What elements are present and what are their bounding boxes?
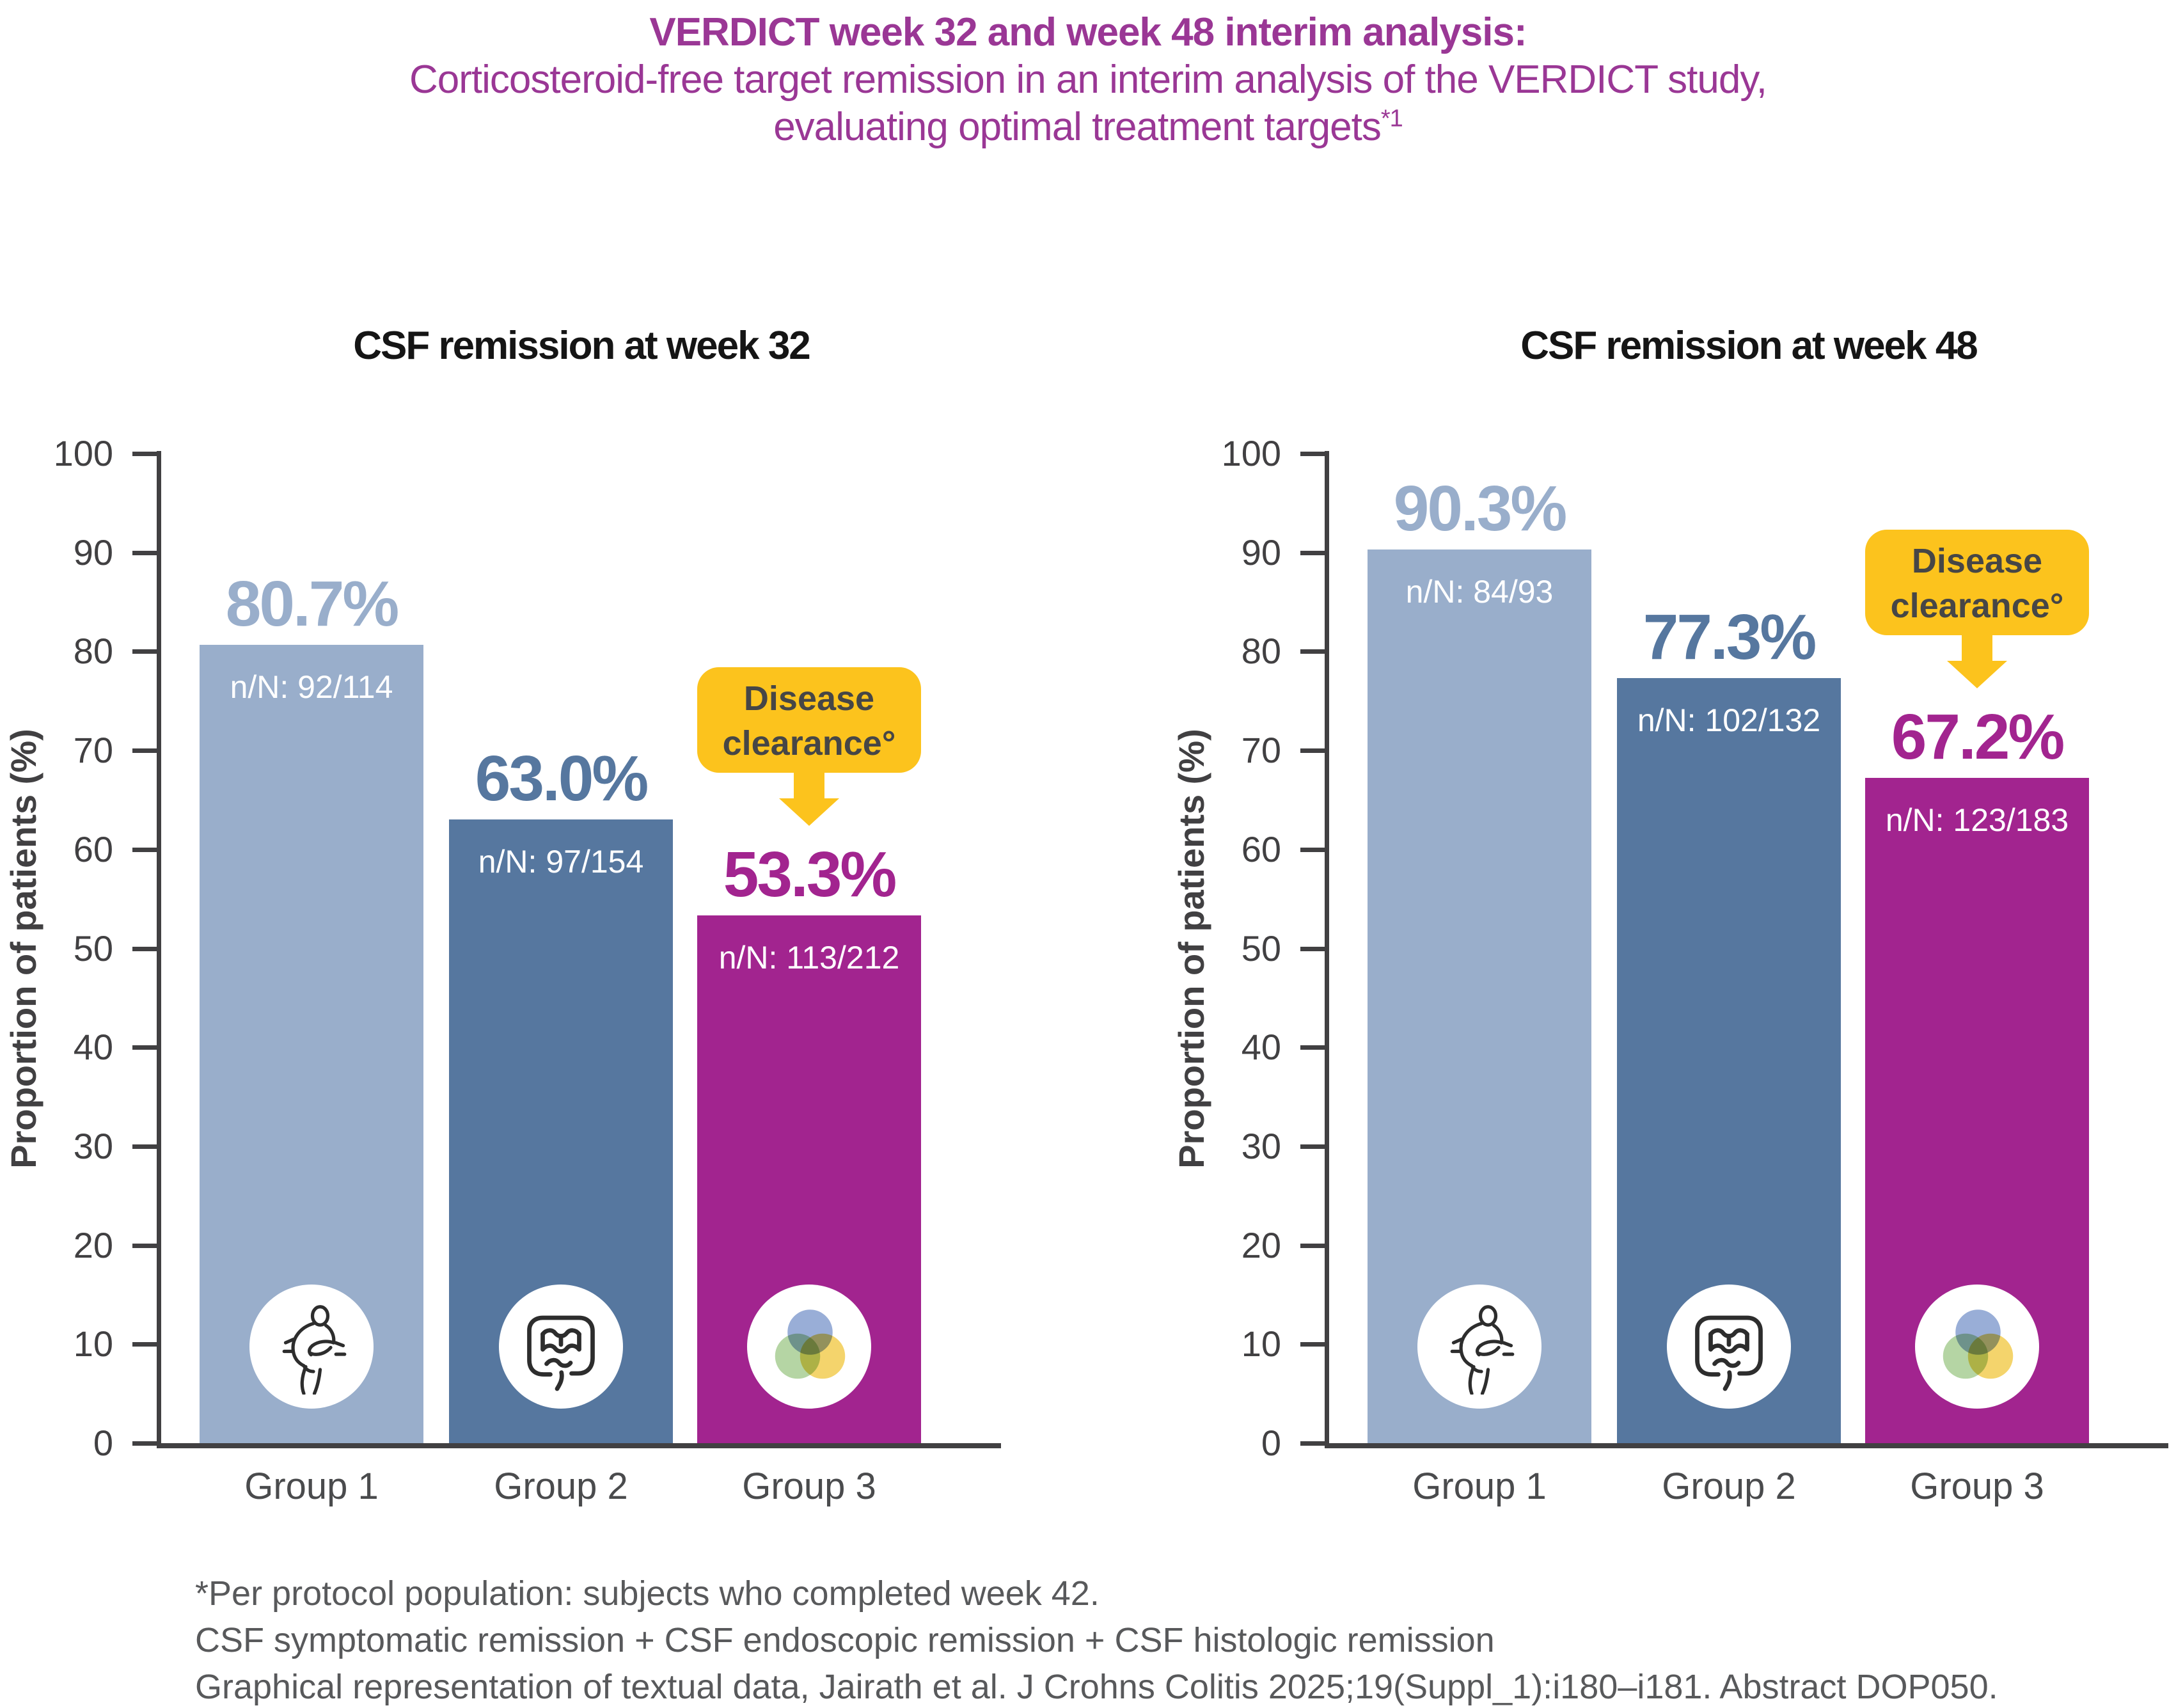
callout-line1: Disease xyxy=(1911,542,2043,580)
y-tick-mark xyxy=(1300,452,1325,456)
bar-value-label: 63.0% xyxy=(475,743,649,814)
bar-value-label: 53.3% xyxy=(723,839,897,910)
y-axis-line xyxy=(1325,451,1329,1443)
x-category-label: Group 3 xyxy=(1910,1466,2044,1507)
disease-clearance-callout: Disease clearance° xyxy=(697,667,921,773)
y-tick-mark xyxy=(1300,1144,1325,1149)
y-tick-mark xyxy=(132,551,157,555)
y-tick-label: 60 xyxy=(1241,829,1281,869)
y-tick-label: 30 xyxy=(1241,1126,1281,1166)
y-tick-label: 80 xyxy=(1241,631,1281,671)
y-tick-mark xyxy=(1300,947,1325,951)
venn-icon xyxy=(1929,1299,2025,1395)
callout-line2: clearance° xyxy=(1890,587,2064,625)
bar-nn-label: n/N: 102/132 xyxy=(1637,702,1821,738)
main-title-superscript: *1 xyxy=(1380,105,1403,132)
y-tick-mark xyxy=(1300,1045,1325,1050)
y-axis-line xyxy=(157,451,161,1443)
y-tick-mark xyxy=(132,947,157,951)
x-axis-line xyxy=(1325,1443,2168,1448)
bar-value-label: 90.3% xyxy=(1393,473,1568,544)
bar-value-label: 77.3% xyxy=(1643,601,1817,673)
callout-line2: clearance° xyxy=(722,724,896,763)
x-category-label: Group 2 xyxy=(1662,1466,1796,1507)
y-tick-label: 10 xyxy=(73,1324,113,1364)
footnote-line1: *Per protocol population: subjects who c… xyxy=(195,1574,1100,1613)
bar-icon-circle xyxy=(747,1285,871,1409)
y-tick-label: 0 xyxy=(93,1423,113,1463)
y-tick-mark xyxy=(132,1441,157,1446)
disease-clearance-callout: Disease clearance° xyxy=(1865,530,2089,635)
bar-icon-circle xyxy=(1915,1285,2039,1409)
bar-icon-circle xyxy=(249,1285,374,1409)
intestine-icon xyxy=(513,1299,609,1395)
chart-title: CSF remission at week 48 xyxy=(1520,324,1978,368)
patient-icon xyxy=(1431,1299,1527,1396)
y-tick-label: 20 xyxy=(1241,1225,1281,1265)
x-category-label: Group 1 xyxy=(1412,1466,1547,1507)
bar-nn-label: n/N: 84/93 xyxy=(1405,574,1554,610)
x-category-label: Group 1 xyxy=(244,1466,379,1507)
y-tick-mark xyxy=(1300,748,1325,753)
y-tick-label: 100 xyxy=(1221,433,1281,473)
main-title-line3-text: evaluating optimal treatment targets xyxy=(773,105,1382,149)
y-tick-mark xyxy=(1300,1441,1325,1446)
down-arrow-icon xyxy=(774,771,844,826)
bar-icon-circle xyxy=(1417,1285,1541,1409)
y-tick-label: 70 xyxy=(73,730,113,770)
y-tick-mark xyxy=(1300,848,1325,852)
y-tick-label: 40 xyxy=(73,1027,113,1067)
bar-icon-circle xyxy=(1667,1285,1791,1409)
x-category-label: Group 2 xyxy=(494,1466,628,1507)
bar-nn-label: n/N: 97/154 xyxy=(478,844,644,880)
intestine-icon xyxy=(1681,1299,1777,1395)
y-tick-mark xyxy=(132,748,157,753)
bar-icon-circle xyxy=(499,1285,623,1409)
y-tick-mark xyxy=(132,649,157,654)
y-tick-label: 10 xyxy=(1241,1324,1281,1364)
footnotes: *Per protocol population: subjects who c… xyxy=(195,1570,2146,1708)
y-tick-mark xyxy=(1300,649,1325,654)
chart-title: CSF remission at week 32 xyxy=(353,324,811,368)
bar-value-label: 80.7% xyxy=(225,568,400,640)
venn-icon xyxy=(761,1299,857,1395)
y-tick-mark xyxy=(132,1144,157,1149)
down-arrow-icon xyxy=(1942,634,2012,688)
y-tick-label: 90 xyxy=(1241,532,1281,573)
y-tick-mark xyxy=(132,848,157,852)
x-axis-line xyxy=(157,1443,1001,1448)
y-tick-label: 90 xyxy=(73,532,113,573)
y-tick-label: 40 xyxy=(1241,1027,1281,1067)
footnote-line3: Graphical representation of textual data… xyxy=(195,1668,1998,1706)
y-tick-mark xyxy=(132,1045,157,1050)
y-tick-label: 0 xyxy=(1261,1423,1281,1463)
y-tick-label: 70 xyxy=(1241,730,1281,770)
y-tick-label: 20 xyxy=(73,1225,113,1265)
callout-line1: Disease xyxy=(743,679,875,718)
y-tick-mark xyxy=(132,452,157,456)
y-tick-mark xyxy=(1300,551,1325,555)
bar-nn-label: n/N: 113/212 xyxy=(718,940,900,976)
bar-nn-label: n/N: 123/183 xyxy=(1885,802,2069,838)
main-title-line1: VERDICT week 32 and week 48 interim anal… xyxy=(649,10,1527,54)
bar-value-label: 67.2% xyxy=(1891,701,2065,773)
footnote-line2: CSF symptomatic remission + CSF endoscop… xyxy=(195,1621,1495,1659)
y-tick-label: 50 xyxy=(73,928,113,969)
y-tick-label: 30 xyxy=(73,1126,113,1166)
main-title-line3: evaluating optimal treatment targets*1 xyxy=(0,104,2176,151)
main-title-line2: Corticosteroid-free target remission in … xyxy=(409,58,1767,102)
main-title: VERDICT week 32 and week 48 interim anal… xyxy=(0,9,2176,151)
y-tick-mark xyxy=(132,1342,157,1347)
y-tick-mark xyxy=(1300,1244,1325,1248)
x-category-label: Group 3 xyxy=(742,1466,876,1507)
bar-nn-label: n/N: 92/114 xyxy=(230,669,393,705)
y-tick-label: 100 xyxy=(53,433,113,473)
y-tick-label: 60 xyxy=(73,829,113,869)
y-tick-mark xyxy=(1300,1342,1325,1347)
patient-icon xyxy=(264,1299,359,1396)
y-tick-mark xyxy=(132,1244,157,1248)
y-tick-label: 50 xyxy=(1241,928,1281,969)
y-tick-label: 80 xyxy=(73,631,113,671)
